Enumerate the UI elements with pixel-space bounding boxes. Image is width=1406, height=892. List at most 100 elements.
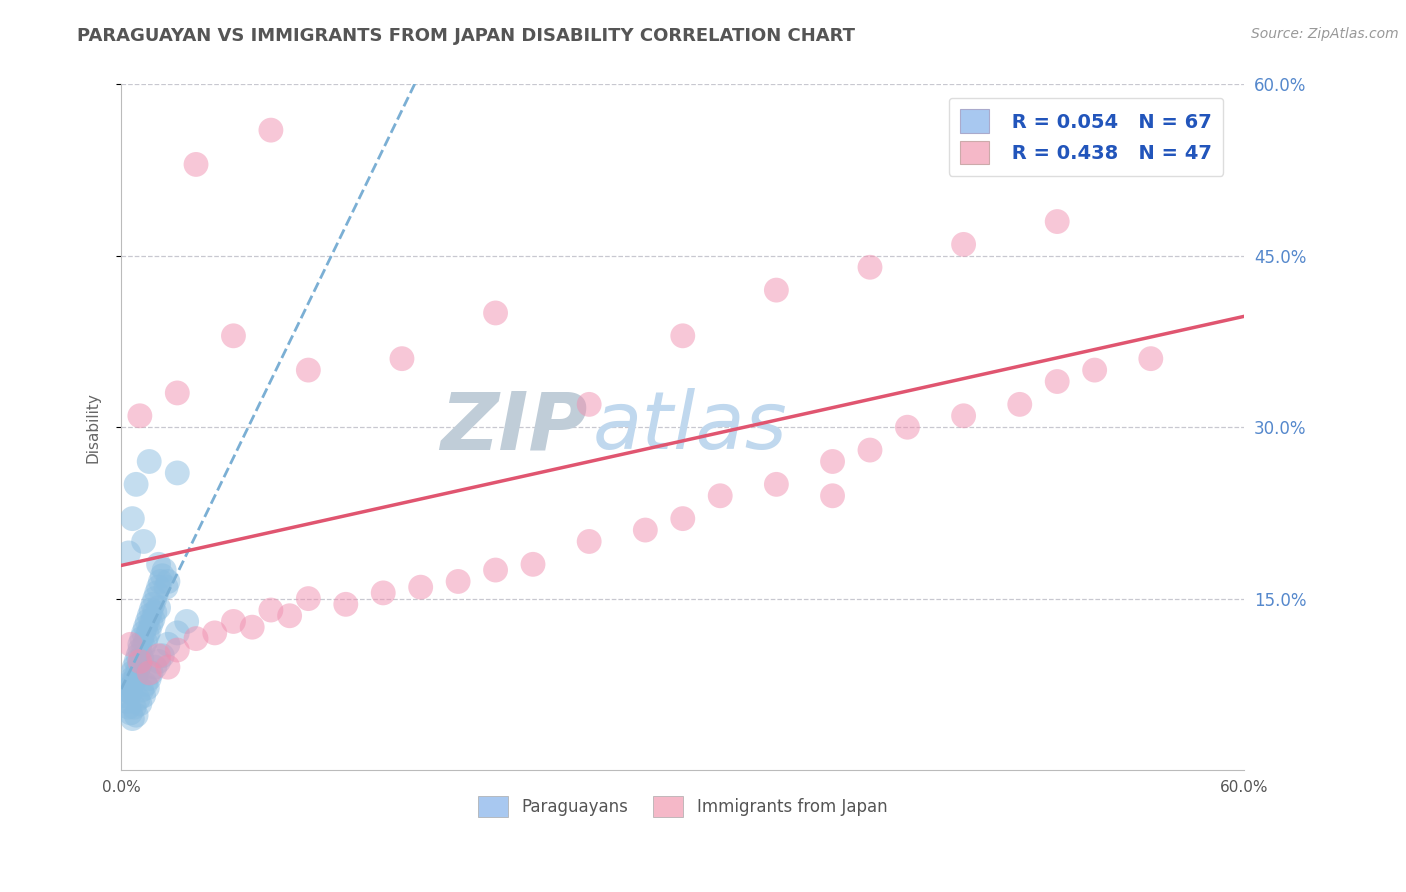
Point xyxy=(128,637,150,651)
Point xyxy=(139,603,162,617)
Point xyxy=(136,615,159,629)
Point xyxy=(143,660,166,674)
Point xyxy=(134,620,156,634)
Point xyxy=(297,591,319,606)
Point xyxy=(484,563,506,577)
Point xyxy=(143,591,166,606)
Point xyxy=(578,397,600,411)
Y-axis label: Disability: Disability xyxy=(86,392,100,463)
Point xyxy=(1139,351,1161,366)
Point xyxy=(142,612,165,626)
Point xyxy=(125,708,148,723)
Point xyxy=(821,454,844,468)
Point xyxy=(176,615,198,629)
Point xyxy=(148,558,170,572)
Point xyxy=(128,643,150,657)
Point xyxy=(204,626,226,640)
Point xyxy=(155,580,177,594)
Point xyxy=(114,689,136,703)
Point xyxy=(335,597,357,611)
Point xyxy=(148,580,170,594)
Point xyxy=(138,672,160,686)
Point xyxy=(131,632,153,646)
Text: Source: ZipAtlas.com: Source: ZipAtlas.com xyxy=(1251,27,1399,41)
Point xyxy=(121,665,143,680)
Point xyxy=(120,681,142,695)
Point xyxy=(240,620,263,634)
Point xyxy=(132,640,155,654)
Point xyxy=(125,477,148,491)
Point xyxy=(134,677,156,691)
Point xyxy=(859,443,882,458)
Point xyxy=(952,237,974,252)
Point xyxy=(117,700,139,714)
Point xyxy=(127,692,149,706)
Point xyxy=(127,648,149,663)
Point xyxy=(121,511,143,525)
Point xyxy=(222,328,245,343)
Point xyxy=(122,660,145,674)
Point xyxy=(1046,214,1069,228)
Point xyxy=(153,563,176,577)
Point xyxy=(156,660,179,674)
Point xyxy=(148,655,170,669)
Point xyxy=(447,574,470,589)
Point xyxy=(634,523,657,537)
Point xyxy=(260,603,283,617)
Point xyxy=(132,626,155,640)
Point xyxy=(122,700,145,714)
Point xyxy=(132,689,155,703)
Point xyxy=(484,306,506,320)
Point xyxy=(128,409,150,423)
Point xyxy=(672,511,695,525)
Point xyxy=(821,489,844,503)
Point xyxy=(128,655,150,669)
Point xyxy=(1008,397,1031,411)
Text: PARAGUAYAN VS IMMIGRANTS FROM JAPAN DISABILITY CORRELATION CHART: PARAGUAYAN VS IMMIGRANTS FROM JAPAN DISA… xyxy=(77,27,855,45)
Point xyxy=(139,665,162,680)
Point xyxy=(128,697,150,711)
Point xyxy=(120,685,142,699)
Point xyxy=(166,643,188,657)
Point xyxy=(166,466,188,480)
Point xyxy=(136,628,159,642)
Point xyxy=(138,665,160,680)
Point xyxy=(136,681,159,695)
Point xyxy=(156,637,179,651)
Point xyxy=(145,586,167,600)
Point xyxy=(122,673,145,688)
Point xyxy=(672,328,695,343)
Point xyxy=(765,283,787,297)
Point xyxy=(134,635,156,649)
Point xyxy=(1084,363,1107,377)
Point xyxy=(391,351,413,366)
Text: ZIP: ZIP xyxy=(440,388,588,467)
Point xyxy=(709,489,731,503)
Point xyxy=(121,712,143,726)
Point xyxy=(409,580,432,594)
Point xyxy=(1046,375,1069,389)
Point xyxy=(148,600,170,615)
Point xyxy=(121,672,143,686)
Point xyxy=(150,648,173,663)
Point xyxy=(115,683,138,698)
Point xyxy=(184,632,207,646)
Point xyxy=(166,386,188,401)
Point xyxy=(127,663,149,677)
Point xyxy=(132,534,155,549)
Point xyxy=(131,683,153,698)
Point xyxy=(859,260,882,275)
Point xyxy=(896,420,918,434)
Point xyxy=(125,669,148,683)
Point xyxy=(138,454,160,468)
Point xyxy=(115,694,138,708)
Point xyxy=(150,568,173,582)
Point xyxy=(166,626,188,640)
Point xyxy=(765,477,787,491)
Point xyxy=(260,123,283,137)
Point xyxy=(131,651,153,665)
Point xyxy=(156,574,179,589)
Point xyxy=(578,534,600,549)
Point xyxy=(278,608,301,623)
Text: atlas: atlas xyxy=(593,388,787,467)
